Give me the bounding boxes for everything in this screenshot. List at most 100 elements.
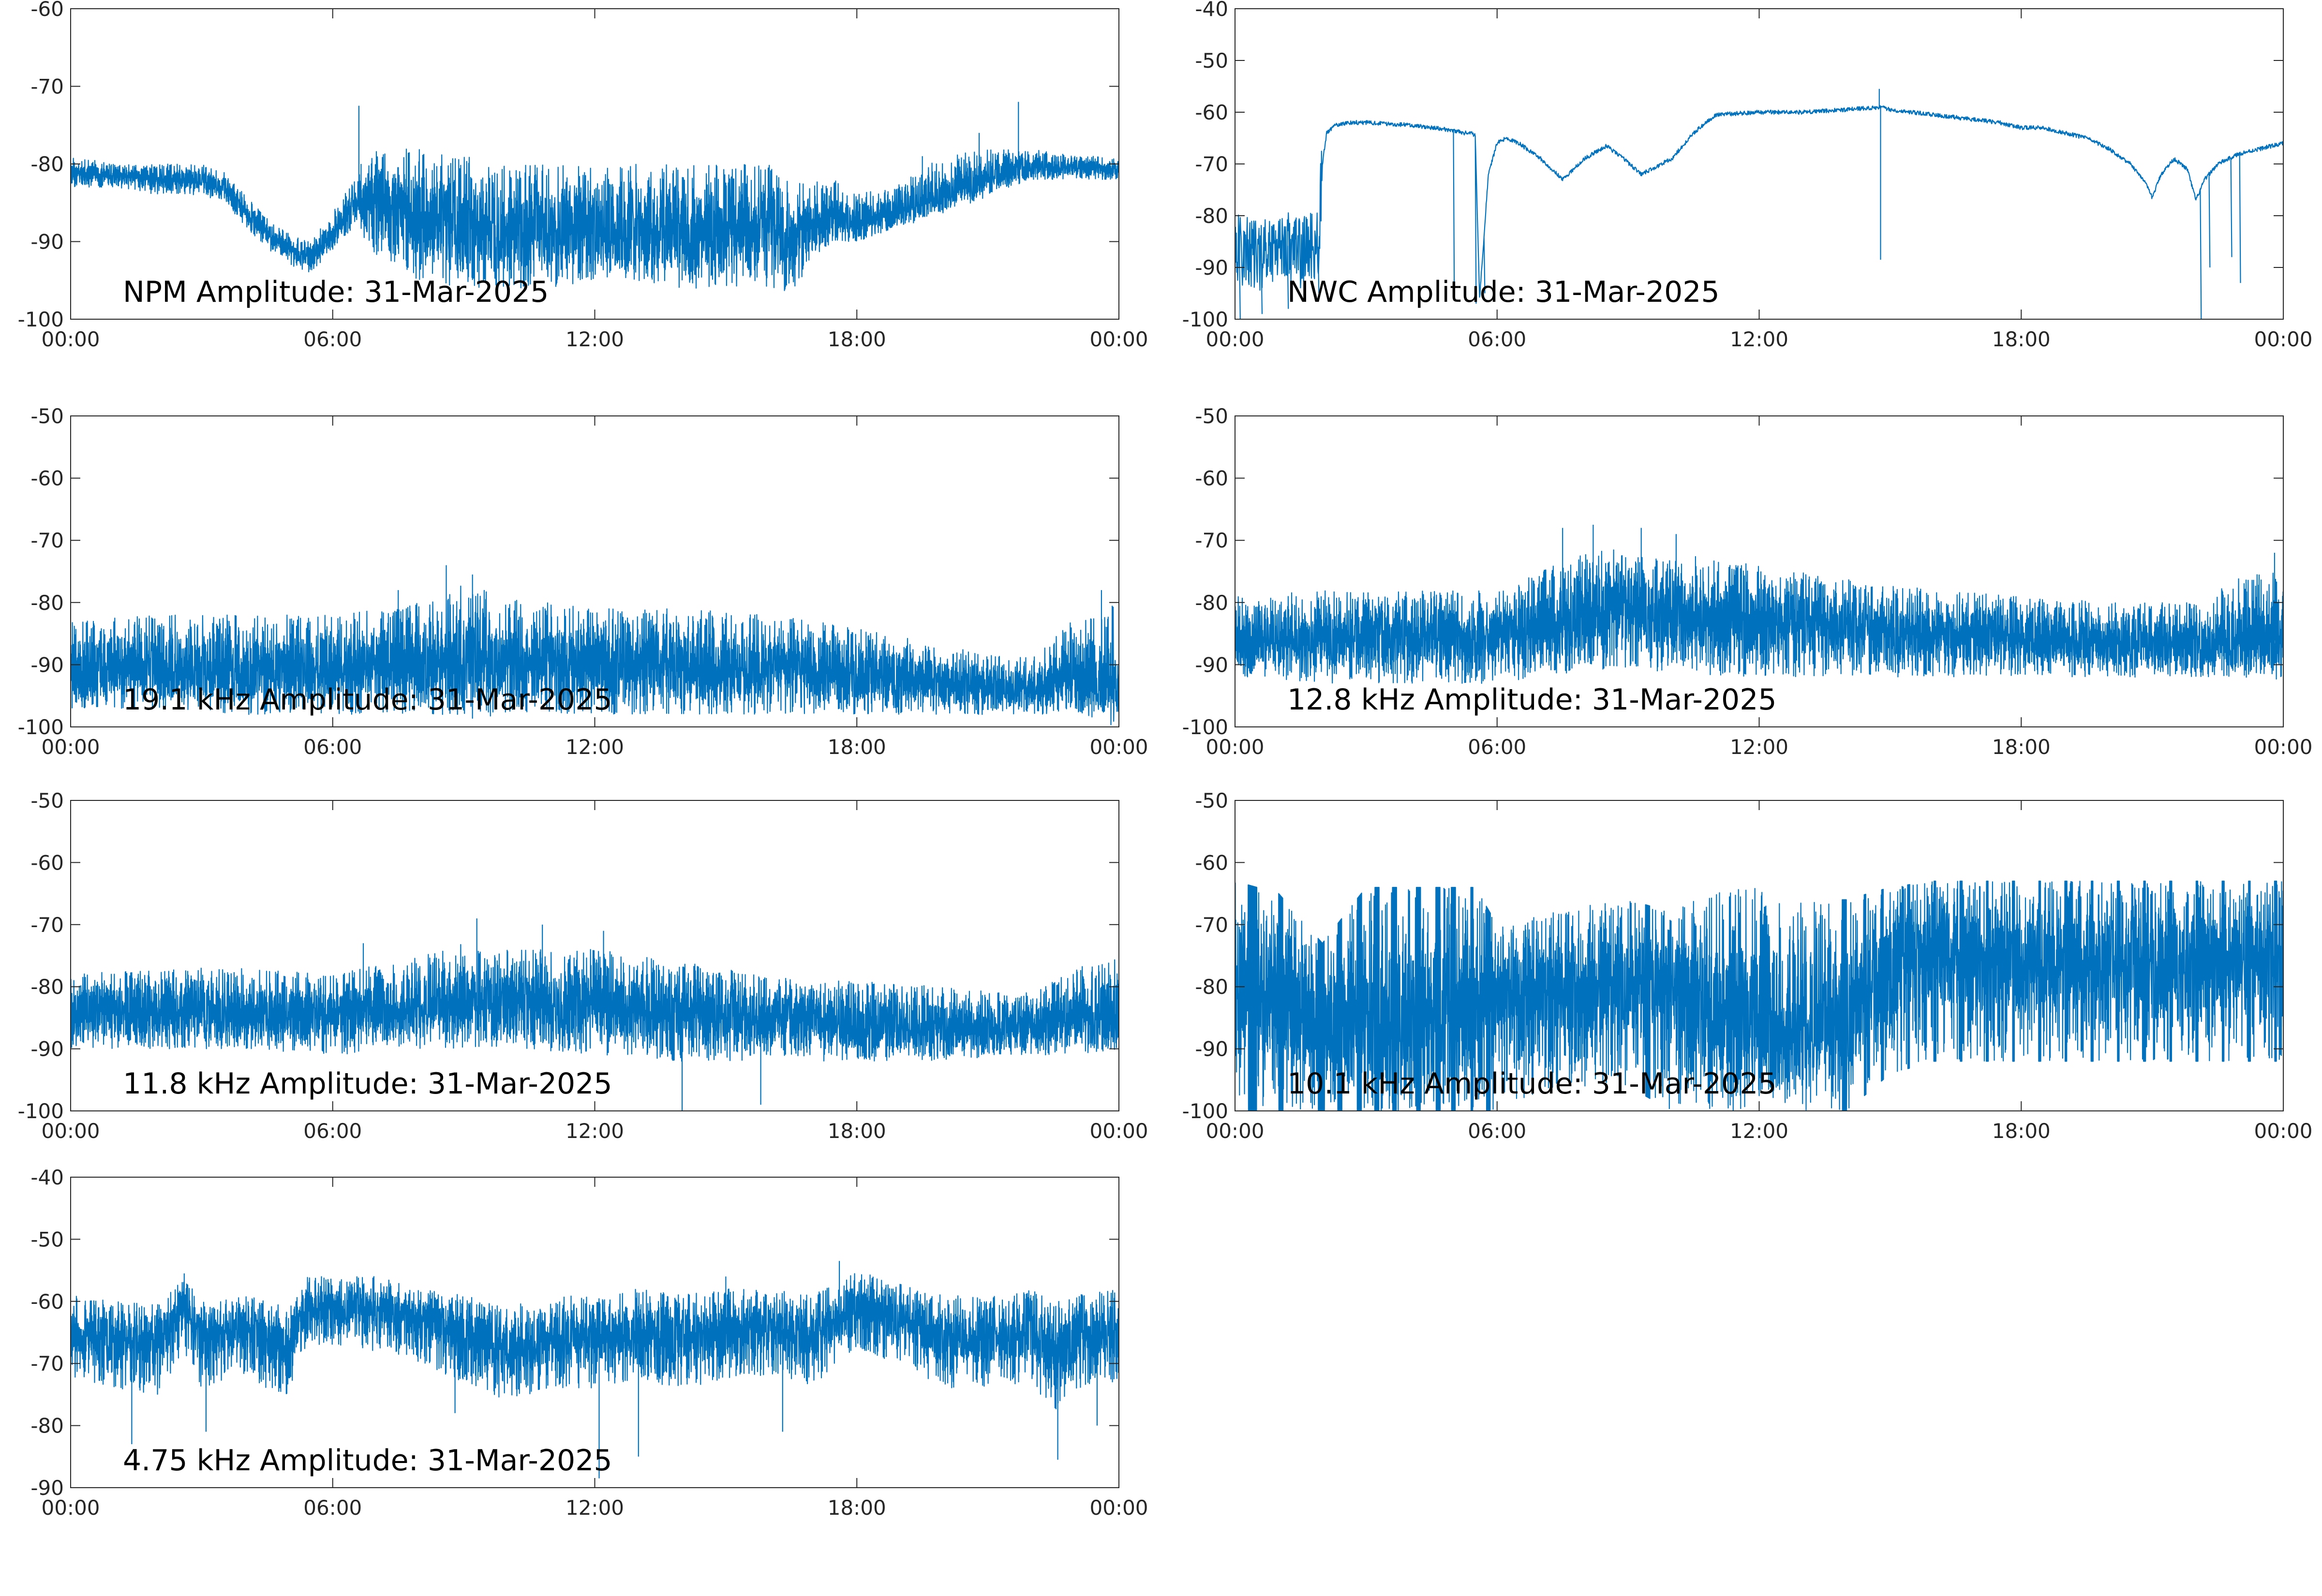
y-tick-label: -60 <box>1195 851 1228 874</box>
y-tick-label: -80 <box>30 591 64 615</box>
y-tick-label: -100 <box>1182 1099 1228 1123</box>
y-tick-label: -60 <box>1195 101 1228 124</box>
y-tick-label: -80 <box>1195 975 1228 999</box>
x-tick-label: 12:00 <box>1730 327 1788 351</box>
y-tick-label: -50 <box>1195 789 1228 813</box>
chart-title: 4.75 kHz Amplitude: 31-Mar-2025 <box>123 1444 612 1478</box>
y-tick-label: -90 <box>1195 653 1228 677</box>
x-tick-label: 06:00 <box>1468 1119 1526 1143</box>
chart-title: 10.1 kHz Amplitude: 31-Mar-2025 <box>1287 1067 1777 1101</box>
x-tick-label: 18:00 <box>828 1496 886 1520</box>
x-tick-label: 18:00 <box>828 327 886 351</box>
y-tick-label: -60 <box>30 467 64 490</box>
series-line <box>71 1261 1119 1478</box>
chart-panel-3: 00:00 06:00 12:00 18:00 00:00 -50 -60 -70 -80 -90… <box>18 404 1148 759</box>
y-tick-label: -50 <box>1195 49 1228 73</box>
series-line <box>71 102 1119 291</box>
y-tick-label: -50 <box>30 404 64 428</box>
y-tick-label: -70 <box>1195 152 1228 176</box>
x-tick-label: 00:00 <box>41 735 100 759</box>
series-line <box>1235 880 2283 1111</box>
y-tick-label: -40 <box>30 1166 64 1189</box>
axes-box <box>1235 8 2284 320</box>
chart-panel-1: 00:00 06:00 12:00 18:00 00:00 -60 -70 -80 -90 -10… <box>18 0 1148 351</box>
x-tick-label: 00:00 <box>1206 1119 1264 1143</box>
y-tick-label: -90 <box>1195 1037 1228 1061</box>
y-tick-label: -70 <box>30 75 64 99</box>
y-tick-label: -70 <box>30 1352 64 1375</box>
axes-box <box>70 800 1119 1111</box>
y-tick-label: -60 <box>30 851 64 874</box>
y-tick-label: -90 <box>1195 256 1228 280</box>
y-tick-label: -90 <box>30 1037 64 1061</box>
y-tick-label: -60 <box>30 0 64 21</box>
chart-panel-7: 00:00 06:00 12:00 18:00 00:00 -40 -50 -60 -70 -80… <box>30 1166 1148 1520</box>
x-tick-label: 18:00 <box>1992 735 2051 759</box>
chart-title: NPM Amplitude: 31-Mar-2025 <box>123 275 549 309</box>
y-tick-label: -80 <box>30 1414 64 1438</box>
x-tick-label: 12:00 <box>566 1119 624 1143</box>
x-tick-label: 00:00 <box>2254 1119 2312 1143</box>
y-tick-label: -70 <box>1195 913 1228 937</box>
x-tick-label: 12:00 <box>1730 735 1788 759</box>
x-tick-label: 00:00 <box>41 1119 100 1143</box>
y-tick-label: -80 <box>1195 591 1228 615</box>
x-tick-label: 00:00 <box>1089 327 1148 351</box>
x-tick-label: 06:00 <box>303 735 362 759</box>
x-tick-label: 00:00 <box>1089 735 1148 759</box>
y-tick-label: -50 <box>30 789 64 813</box>
x-tick-label: 18:00 <box>828 1119 886 1143</box>
y-tick-label: -70 <box>30 529 64 552</box>
y-tick-label: -40 <box>1195 0 1228 21</box>
x-tick-label: 00:00 <box>2254 327 2312 351</box>
series-line <box>71 918 1119 1111</box>
chart-panel-4: 00:00 06:00 12:00 18:00 00:00 -50 -60 -70 -80 -90… <box>1182 404 2313 759</box>
x-tick-label: 18:00 <box>1992 1119 2051 1143</box>
x-tick-label: 00:00 <box>1206 327 1264 351</box>
x-tick-label: 06:00 <box>1468 327 1526 351</box>
y-tick-label: -90 <box>30 230 64 254</box>
y-tick-label: -80 <box>30 975 64 999</box>
x-tick-label: 12:00 <box>566 735 624 759</box>
y-tick-label: -100 <box>1182 308 1228 331</box>
chart-title: NWC Amplitude: 31-Mar-2025 <box>1287 275 1720 309</box>
x-tick-label: 12:00 <box>566 1496 624 1520</box>
axes-box <box>1235 415 2284 727</box>
x-tick-label: 00:00 <box>2254 735 2312 759</box>
chart-title: 11.8 kHz Amplitude: 31-Mar-2025 <box>123 1067 612 1101</box>
y-tick-label: -100 <box>18 1099 64 1123</box>
x-tick-label: 00:00 <box>1206 735 1264 759</box>
series-line <box>1235 89 2283 319</box>
series-line <box>71 565 1119 725</box>
x-tick-label: 06:00 <box>303 1496 362 1520</box>
x-tick-label: 12:00 <box>566 327 624 351</box>
series-line <box>1235 525 2283 684</box>
y-tick-label: -60 <box>1195 467 1228 490</box>
y-tick-label: -100 <box>18 308 64 331</box>
y-tick-label: -100 <box>18 715 64 739</box>
y-tick-label: -90 <box>30 653 64 677</box>
y-tick-label: -90 <box>30 1476 64 1500</box>
y-tick-label: -80 <box>30 152 64 176</box>
chart-title: 19.1 kHz Amplitude: 31-Mar-2025 <box>123 683 612 717</box>
y-tick-label: -100 <box>1182 715 1228 739</box>
x-tick-label: 00:00 <box>41 327 100 351</box>
x-tick-label: 06:00 <box>303 1119 362 1143</box>
x-tick-label: 18:00 <box>1992 327 2051 351</box>
x-tick-label: 00:00 <box>1089 1496 1148 1520</box>
x-tick-label: 12:00 <box>1730 1119 1788 1143</box>
x-tick-label: 00:00 <box>41 1496 100 1520</box>
x-tick-label: 06:00 <box>303 327 362 351</box>
x-tick-label: 18:00 <box>828 735 886 759</box>
chart-panel-2: 00:00 06:00 12:00 18:00 00:00 -40 -50 -60 -70 -80… <box>1182 0 2313 351</box>
y-tick-label: -70 <box>1195 529 1228 552</box>
chart-title: 12.8 kHz Amplitude: 31-Mar-2025 <box>1287 683 1777 717</box>
y-tick-label: -60 <box>30 1290 64 1314</box>
y-tick-label: -80 <box>1195 204 1228 228</box>
y-tick-label: -50 <box>30 1227 64 1251</box>
y-tick-label: -70 <box>30 913 64 937</box>
x-tick-label: 00:00 <box>1089 1119 1148 1143</box>
x-tick-label: 06:00 <box>1468 735 1526 759</box>
chart-panel-6: 00:00 06:00 12:00 18:00 00:00 -50 -60 -70 -80 -90… <box>1182 789 2313 1143</box>
